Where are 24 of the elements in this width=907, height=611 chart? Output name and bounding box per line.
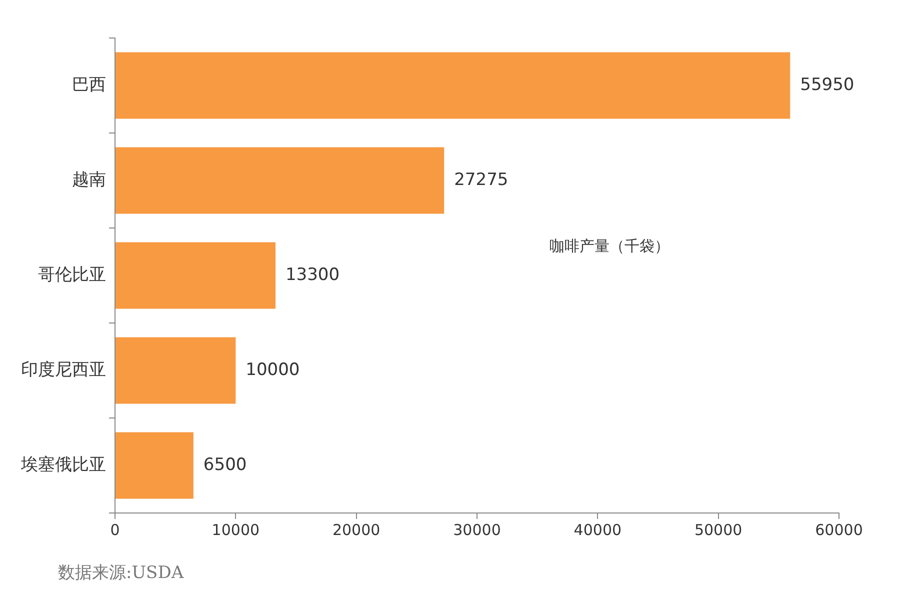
y-tick-label: 印度尼西亚 xyxy=(21,360,106,380)
bar xyxy=(116,337,236,404)
bar xyxy=(116,242,276,309)
source-note: 数据来源:USDA xyxy=(58,562,185,584)
x-tick-label: 0 xyxy=(110,520,120,539)
x-tick-label: 60000 xyxy=(815,520,863,539)
annotation: 咖啡产量（千袋） xyxy=(549,236,670,255)
data-label: 27275 xyxy=(454,170,508,190)
x-tick-label: 30000 xyxy=(453,520,501,539)
y-tick-label: 埃塞俄比亚 xyxy=(20,454,106,475)
y-tick-label: 巴西 xyxy=(72,74,106,95)
y-tick-label: 哥伦比亚 xyxy=(38,264,106,285)
bar xyxy=(116,52,790,119)
data-label: 55950 xyxy=(800,74,854,95)
x-tick-label: 50000 xyxy=(694,520,742,539)
bar xyxy=(116,432,194,499)
data-label: 6500 xyxy=(203,454,247,475)
bar xyxy=(116,147,444,214)
y-tick-label: 越南 xyxy=(72,170,106,190)
x-tick-label: 10000 xyxy=(212,520,260,539)
data-label: 13300 xyxy=(285,264,340,285)
x-tick-label: 40000 xyxy=(574,520,622,539)
data-label: 10000 xyxy=(246,360,300,380)
x-tick-label: 20000 xyxy=(332,520,380,539)
